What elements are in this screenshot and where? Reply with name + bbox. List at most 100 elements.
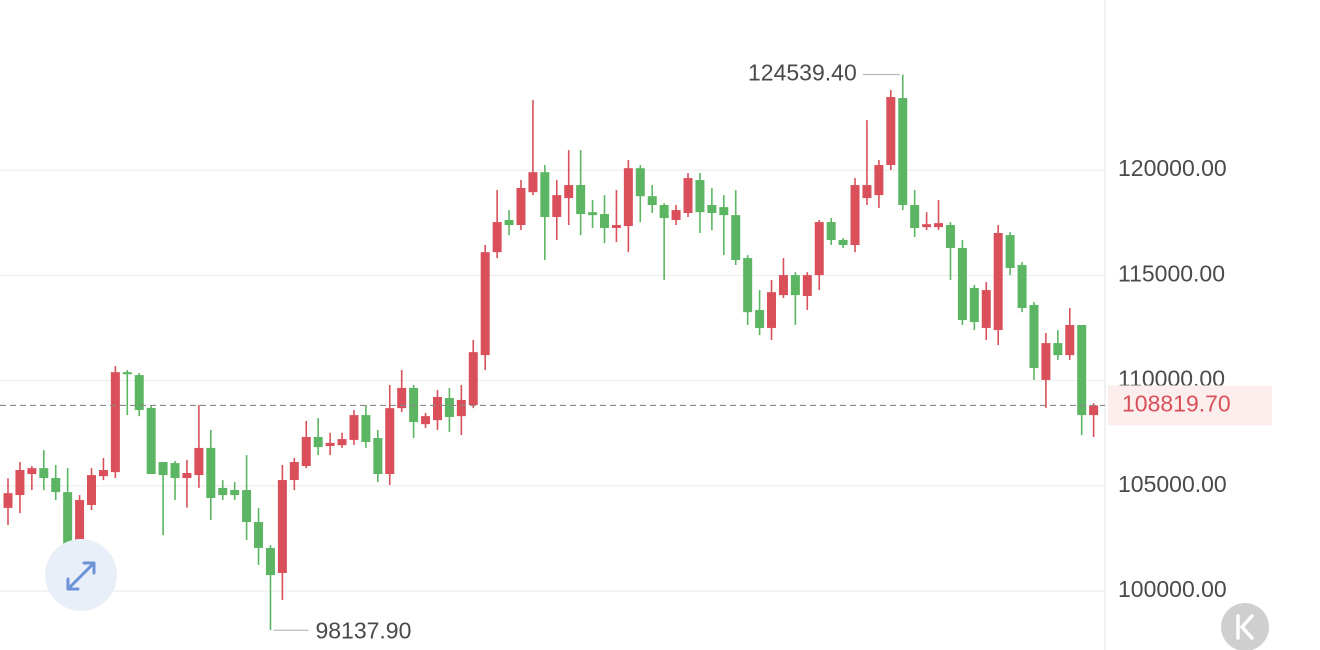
candle-body: [456, 399, 466, 417]
candle-body: [122, 372, 132, 375]
candle-body: [1077, 325, 1087, 416]
candle-body: [743, 258, 753, 313]
candle-body: [540, 172, 550, 218]
y-tick-label: 105000.00: [1118, 471, 1227, 497]
candle-body: [1041, 343, 1051, 380]
candle-body: [325, 442, 335, 447]
candle-body: [755, 310, 765, 328]
last-price-label: 108819.70: [1122, 390, 1231, 416]
candle-body: [313, 436, 323, 448]
candle-body: [635, 168, 645, 197]
candle-body: [134, 375, 144, 411]
candle-body: [874, 165, 884, 196]
overlay: 100000.00105000.00110000.00115000.001200…: [0, 60, 1272, 643]
candle-body: [647, 196, 657, 206]
expand-icon: [66, 561, 96, 591]
candle-body: [254, 522, 264, 548]
candle-body: [1029, 305, 1039, 368]
y-tick-label: 115000.00: [1118, 260, 1225, 286]
candle-body: [564, 185, 574, 199]
candle-body: [39, 468, 49, 479]
candle-body: [1005, 235, 1015, 268]
min-marker-label: 98137.90: [315, 617, 411, 643]
candle-body: [516, 187, 526, 226]
candle-body: [1053, 343, 1063, 356]
expand-button[interactable]: [45, 539, 117, 611]
max-marker-label: 124539.40: [748, 60, 857, 86]
scroll-latest-icon: [1236, 614, 1254, 640]
candle-body: [87, 475, 97, 505]
y-tick-label: 120000.00: [1118, 155, 1227, 181]
candle-body: [468, 352, 478, 405]
candle-body: [922, 224, 932, 228]
candle-body: [778, 275, 788, 296]
candle-body: [206, 447, 216, 499]
candle-body: [480, 252, 490, 356]
candle-body: [361, 415, 371, 443]
candle-body: [600, 214, 609, 228]
candle-body: [170, 463, 180, 479]
candle-body: [51, 478, 61, 493]
candle-body: [969, 287, 979, 323]
candle-body: [623, 168, 633, 227]
candle-body: [110, 372, 120, 473]
candle-body: [671, 210, 681, 220]
candle-body: [588, 212, 598, 216]
candle-body: [528, 172, 538, 193]
candle-body: [230, 490, 240, 496]
candle-body: [826, 222, 836, 240]
last-price-tag: [1108, 385, 1272, 426]
candle-body: [289, 462, 299, 481]
candle-body: [15, 470, 25, 496]
candle-body: [934, 223, 944, 228]
candle-body: [432, 396, 442, 421]
candle-body: [576, 185, 586, 215]
scroll-latest-bg[interactable]: [1221, 603, 1269, 650]
candle-body: [683, 178, 693, 214]
candle-body: [957, 247, 967, 321]
candle-body: [1017, 265, 1027, 309]
candle-body: [242, 490, 252, 523]
candle-body: [277, 480, 287, 573]
candle-body: [504, 219, 514, 226]
candle-body: [63, 492, 73, 561]
y-tick-label: 100000.00: [1118, 576, 1227, 602]
candle-body: [301, 436, 311, 467]
candles: [3, 74, 1099, 631]
candle-body: [981, 290, 991, 328]
candle-body: [910, 205, 920, 228]
candle-body: [1089, 405, 1099, 416]
candle-body: [945, 225, 955, 248]
candle-body: [218, 487, 228, 496]
candle-body: [75, 500, 85, 561]
candle-body: [731, 215, 741, 261]
candle-body: [695, 180, 705, 213]
candle-body: [611, 225, 621, 228]
candle-body: [194, 447, 204, 476]
candle-body: [98, 470, 108, 477]
candle-body: [552, 195, 562, 218]
candle-body: [27, 468, 37, 475]
candle-body: [421, 416, 431, 425]
candle-body: [838, 239, 848, 246]
candle-body: [707, 205, 717, 214]
scroll-latest-button[interactable]: [1221, 603, 1269, 650]
candle-body: [182, 472, 192, 479]
candle-body: [719, 207, 729, 216]
candle-body: [790, 275, 800, 296]
candle-body: [337, 439, 347, 446]
candle-body: [659, 205, 669, 219]
candle-body: [444, 398, 454, 417]
candle-body: [886, 97, 896, 166]
candle-body: [492, 222, 502, 253]
candle-body: [373, 438, 383, 475]
candle-body: [898, 98, 908, 206]
candle-body: [385, 408, 395, 475]
grid: [0, 169, 1105, 592]
candle-body: [349, 415, 359, 440]
candle-body: [862, 185, 872, 199]
candle-body: [1065, 325, 1075, 356]
candle-body: [850, 185, 860, 246]
